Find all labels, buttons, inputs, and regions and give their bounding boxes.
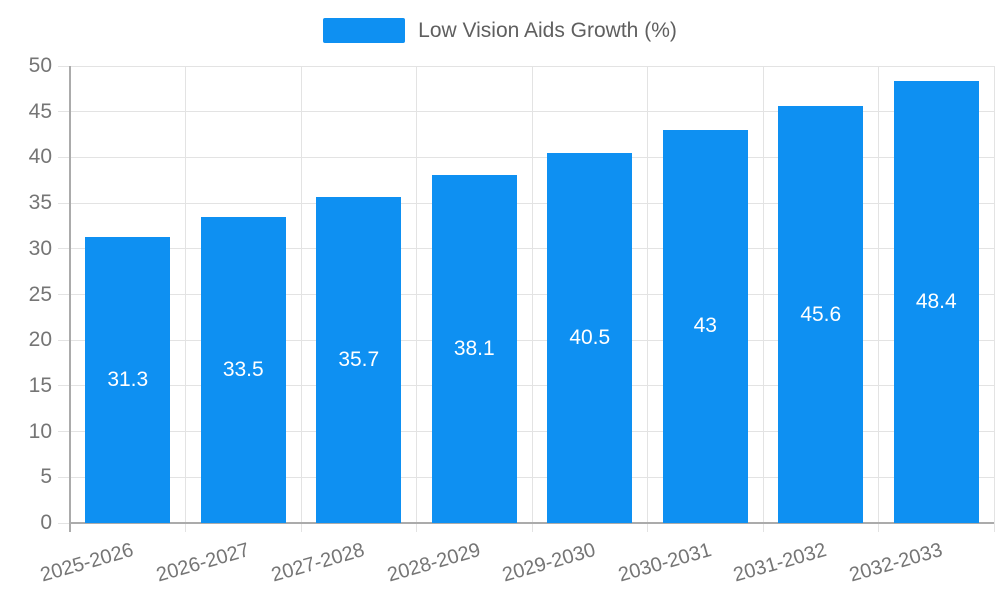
x-axis-category-label: 2028-2029 (384, 538, 483, 587)
x-axis-tick (993, 523, 995, 532)
bar-value-label: 43 (693, 314, 717, 338)
y-axis-tick (58, 248, 70, 250)
y-axis-tick (58, 385, 70, 387)
bar-2029-2030: 40.5 (547, 152, 633, 523)
legend-label: Low Vision Aids Growth (%) (418, 19, 677, 42)
bar-2025-2026: 31.3 (85, 236, 171, 523)
x-gridline (647, 66, 648, 523)
x-axis-line (70, 522, 994, 524)
y-axis-tick-label: 45 (28, 99, 52, 123)
y-axis-tick (58, 522, 70, 524)
x-axis-tick (762, 523, 764, 532)
x-gridline (878, 66, 879, 523)
x-axis-category-label: 2031-2032 (731, 538, 830, 587)
y-axis-tick (58, 156, 70, 158)
y-axis-tick (58, 111, 70, 113)
bar-2027-2028: 35.7 (316, 196, 402, 523)
y-axis-tick-label: 5 (40, 465, 52, 489)
x-gridline (185, 66, 186, 523)
y-axis-tick (58, 431, 70, 433)
bar-value-label: 35.7 (338, 347, 380, 371)
bar-value-label: 48.4 (915, 289, 957, 313)
y-axis-tick-label: 10 (28, 419, 52, 443)
y-axis-tick (58, 294, 70, 295)
x-gridline (762, 66, 764, 523)
x-axis-category-label: 2029-2030 (500, 538, 599, 587)
x-axis-category-label: 2027-2028 (269, 538, 368, 587)
y-axis-line (69, 66, 71, 532)
y-axis-tick-label: 15 (28, 373, 52, 397)
bar-value-label: 40.5 (569, 325, 611, 349)
x-gridline (993, 66, 995, 523)
y-axis-tick-label: 40 (28, 145, 52, 169)
bar-value-label: 31.3 (107, 367, 149, 391)
legend-item[interactable]: Low Vision Aids Growth (%) (0, 18, 1000, 43)
y-axis-tick (58, 339, 70, 341)
bar-2031-2032: 45.6 (778, 106, 864, 523)
y-axis-tick (58, 476, 70, 478)
x-axis-category-label: 2026-2027 (153, 538, 252, 587)
x-axis-category-label: 2025-2026 (38, 538, 137, 587)
x-axis-tick (416, 523, 417, 532)
y-axis-tick-label: 0 (40, 511, 52, 534)
x-gridline (531, 66, 533, 523)
x-gridline (416, 66, 417, 523)
y-axis-tick-label: 20 (28, 328, 52, 352)
x-axis-tick (647, 523, 648, 532)
legend-swatch (323, 18, 406, 43)
y-axis-tick-label: 25 (28, 282, 52, 306)
bar-2026-2027: 33.5 (200, 216, 286, 523)
x-axis-category-label: 2030-2031 (615, 538, 714, 587)
y-axis-tick-label: 50 (28, 54, 52, 77)
bar-2028-2029: 38.1 (431, 174, 517, 523)
bar-value-label: 33.5 (222, 357, 264, 381)
y-axis-tick-label: 35 (28, 191, 52, 215)
x-gridline (300, 66, 302, 523)
bar-2030-2031: 43 (662, 129, 748, 523)
x-axis-tick (878, 523, 879, 532)
x-axis-tick (185, 523, 186, 532)
y-axis-tick-label: 30 (28, 236, 52, 260)
bar-value-label: 38.1 (453, 336, 495, 360)
bar-value-label: 45.6 (800, 302, 842, 326)
x-axis-tick (531, 523, 533, 532)
bar-2032-2033: 48.4 (893, 80, 979, 523)
x-axis-category-label: 2032-2033 (846, 538, 945, 587)
x-axis-tick (300, 523, 302, 532)
y-axis-tick (58, 65, 70, 67)
y-axis-tick (58, 202, 70, 204)
